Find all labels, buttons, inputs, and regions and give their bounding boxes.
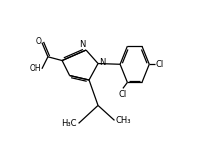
Text: OH: OH: [30, 64, 41, 73]
Text: CH₃: CH₃: [116, 116, 132, 125]
Text: O: O: [35, 37, 41, 46]
Text: Cl: Cl: [156, 60, 164, 69]
Text: H₃C: H₃C: [62, 119, 77, 128]
Text: Cl: Cl: [118, 90, 126, 99]
Text: N: N: [79, 40, 85, 49]
Text: N: N: [99, 58, 105, 67]
